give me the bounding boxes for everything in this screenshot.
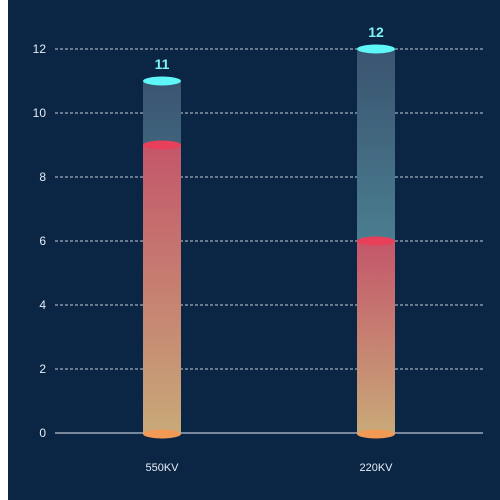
bar-base-cap — [357, 429, 395, 439]
y-tick-label: 12 — [33, 42, 47, 56]
total-data-label: 12 — [368, 24, 384, 40]
y-tick-label: 8 — [39, 170, 46, 184]
total-bar-cap — [143, 76, 181, 86]
total-bar-cap — [357, 44, 395, 54]
value-bar-cap — [143, 140, 181, 150]
bar-layer — [143, 44, 395, 439]
grid-layer: 0 2 4 6 8 10 12 — [33, 42, 483, 440]
value-bar — [357, 241, 395, 433]
y-tick-label: 0 — [39, 426, 46, 440]
value-bar-cap — [357, 236, 395, 246]
bar-base-cap — [143, 429, 181, 439]
value-bar — [143, 145, 181, 433]
y-tick-label: 10 — [33, 106, 47, 120]
total-data-label: 11 — [155, 56, 170, 72]
y-tick-label: 4 — [39, 298, 46, 312]
label-layer: 11 550KV 12 220KV — [145, 24, 393, 474]
y-tick-label: 6 — [39, 234, 46, 248]
chart-panel — [8, 0, 500, 500]
x-category-label: 550KV — [145, 462, 179, 474]
y-tick-label: 2 — [39, 362, 46, 376]
x-category-label: 220KV — [359, 462, 393, 474]
